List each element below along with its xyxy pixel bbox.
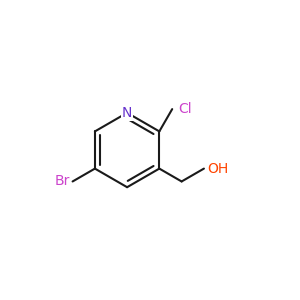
Text: N: N [122, 106, 132, 120]
Text: Br: Br [55, 175, 70, 188]
Text: Cl: Cl [178, 101, 192, 116]
Text: OH: OH [207, 162, 229, 176]
